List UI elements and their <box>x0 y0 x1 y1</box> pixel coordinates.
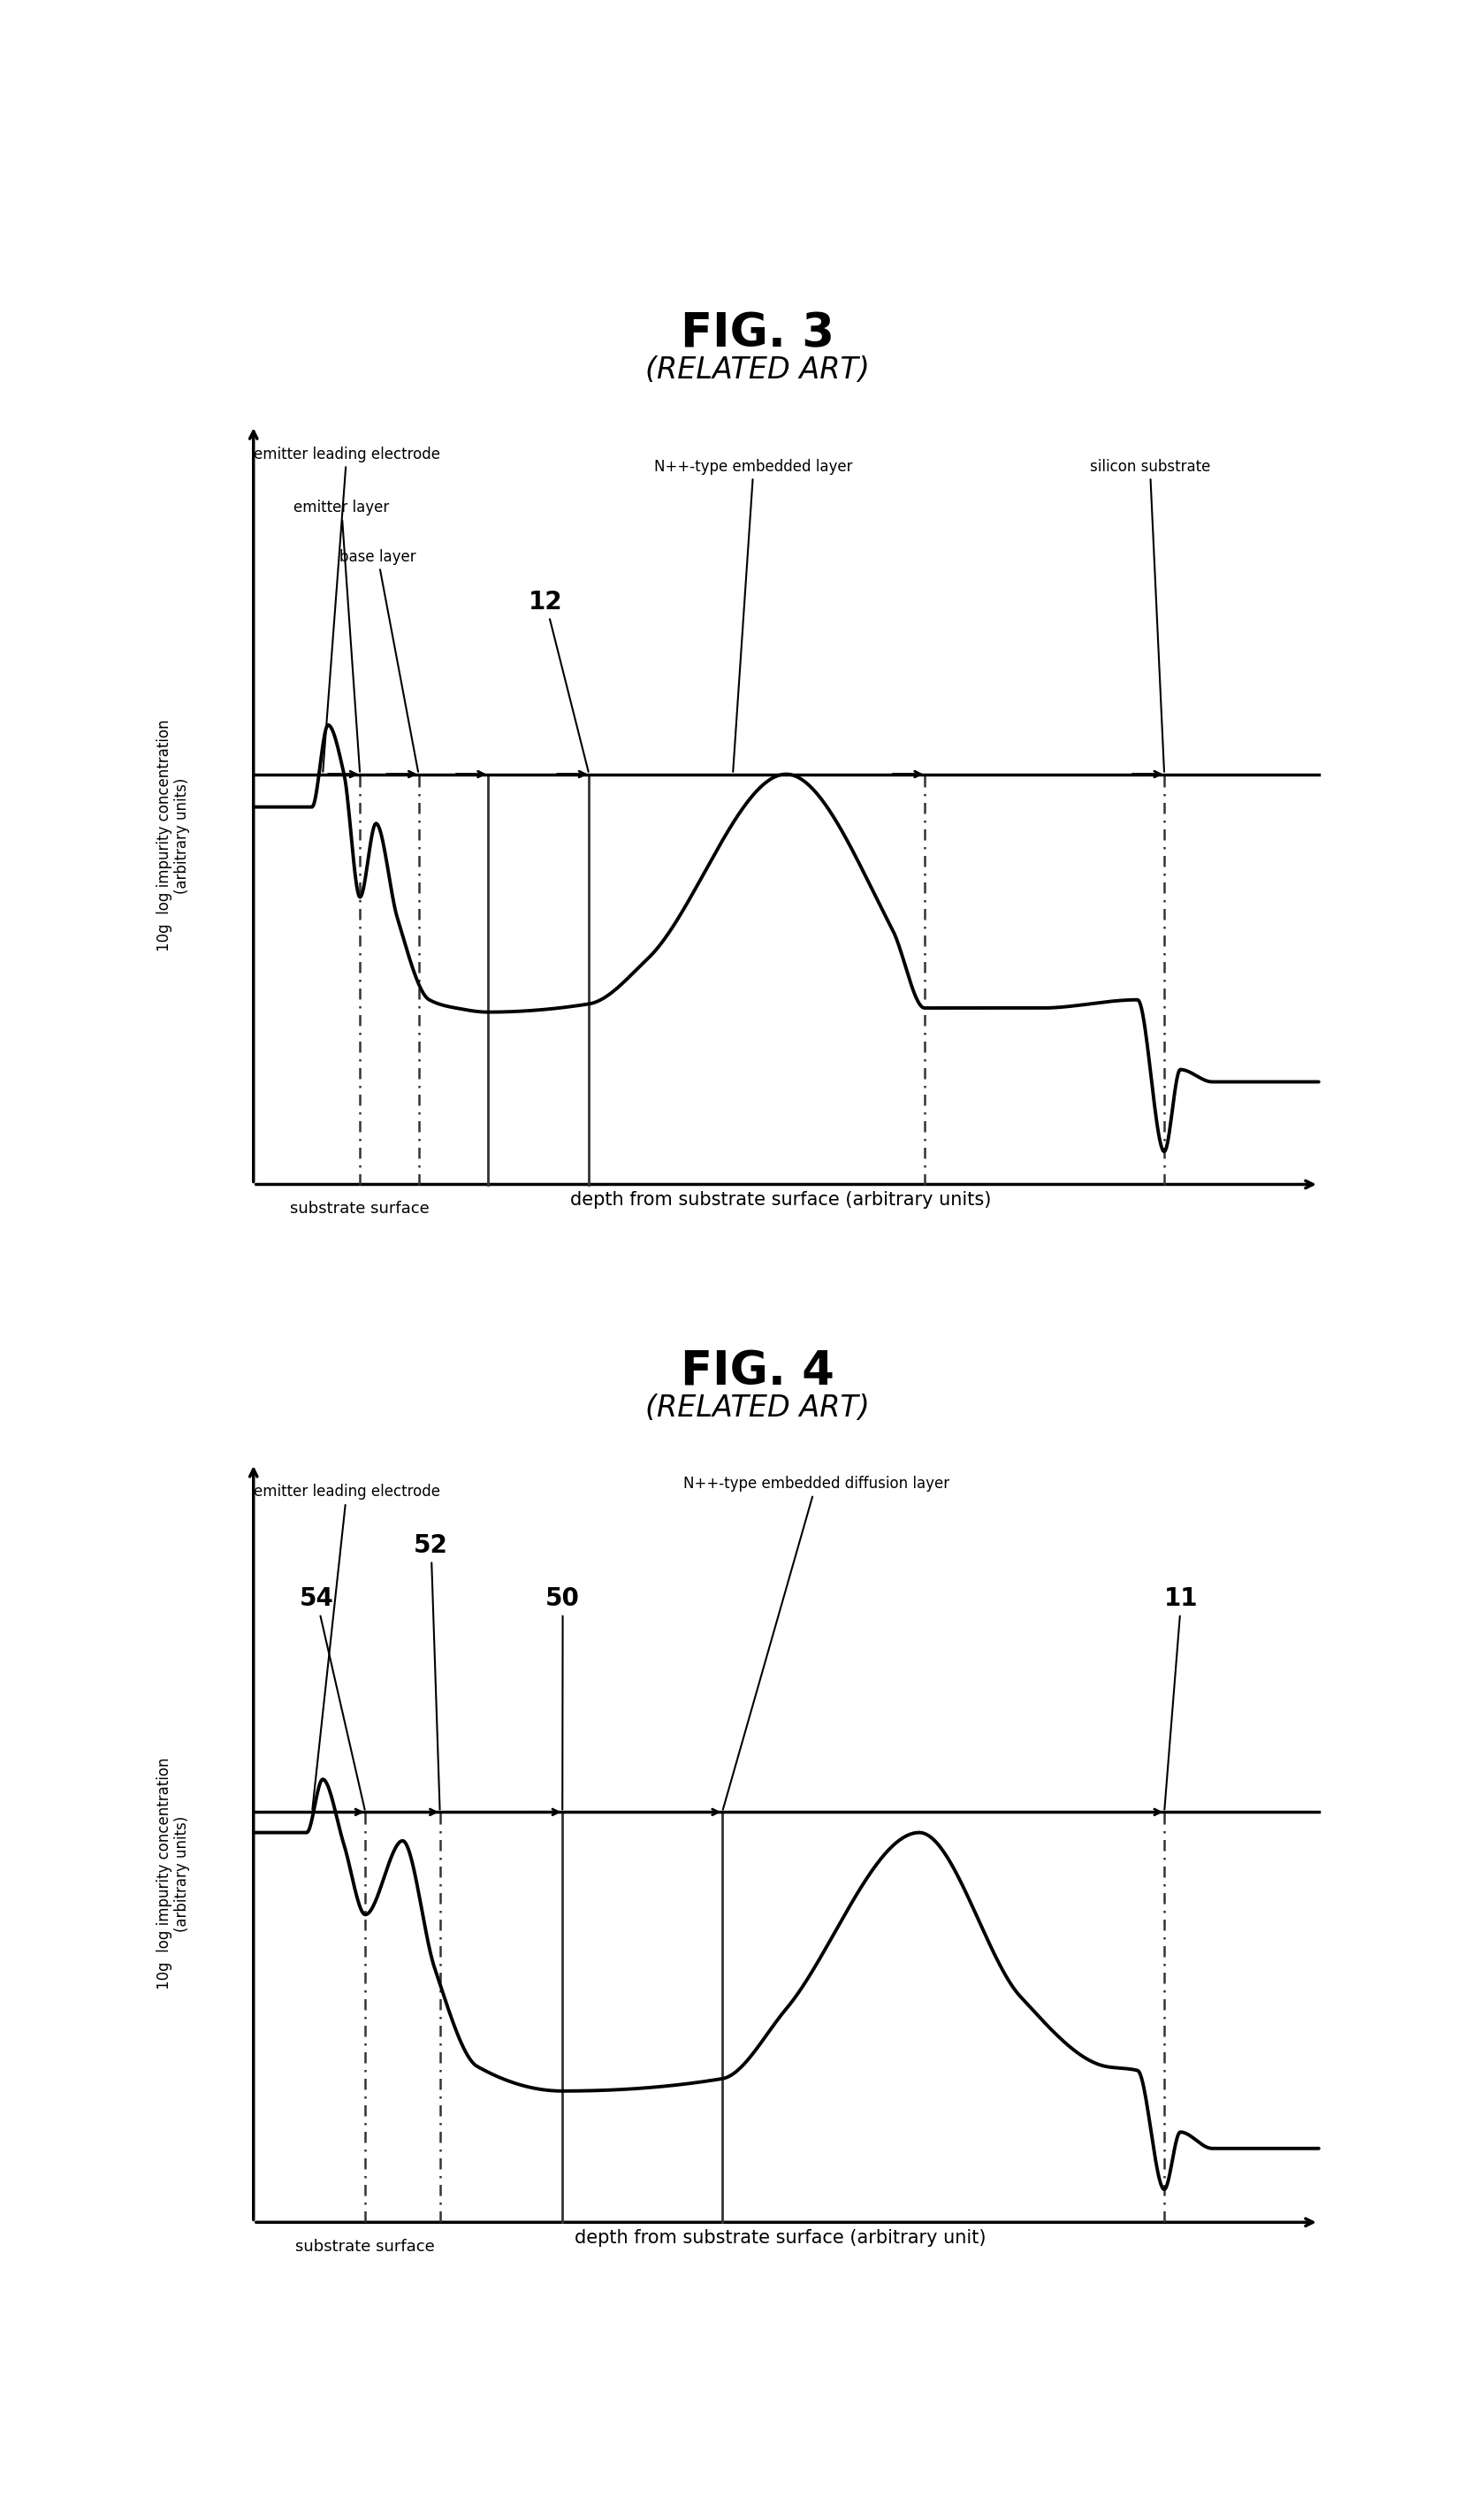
Text: 50: 50 <box>545 1588 579 1809</box>
Text: N++-type embedded diffusion layer: N++-type embedded diffusion layer <box>683 1477 949 1809</box>
Text: 54: 54 <box>299 1588 365 1809</box>
Text: silicon substrate: silicon substrate <box>1089 459 1210 771</box>
Text: emitter leading electrode: emitter leading electrode <box>254 1484 440 1809</box>
Text: 52: 52 <box>414 1532 448 1809</box>
Text: N++-type embedded layer: N++-type embedded layer <box>655 459 853 771</box>
Text: (RELATED ART): (RELATED ART) <box>646 355 869 386</box>
Text: 10g  log impurity concentration
(arbitrary units): 10g log impurity concentration (arbitrar… <box>157 1756 191 1991</box>
Text: substrate surface: substrate surface <box>290 1202 430 1217</box>
Text: FIG. 3: FIG. 3 <box>680 310 835 358</box>
Text: base layer: base layer <box>340 549 418 771</box>
Text: FIG. 4: FIG. 4 <box>681 1348 834 1394</box>
Text: (RELATED ART): (RELATED ART) <box>646 1394 869 1424</box>
Text: substrate surface: substrate surface <box>296 2238 435 2255</box>
Text: depth from substrate surface (arbitrary unit): depth from substrate surface (arbitrary … <box>575 2230 986 2248</box>
Text: 12: 12 <box>529 590 588 771</box>
Text: 10g  log impurity concentration
(arbitrary units): 10g log impurity concentration (arbitrar… <box>157 721 191 953</box>
Text: emitter leading electrode: emitter leading electrode <box>254 446 440 771</box>
Text: depth from substrate surface (arbitrary units): depth from substrate surface (arbitrary … <box>571 1192 990 1210</box>
Text: 11: 11 <box>1165 1588 1199 1809</box>
Text: emitter layer: emitter layer <box>294 499 389 771</box>
